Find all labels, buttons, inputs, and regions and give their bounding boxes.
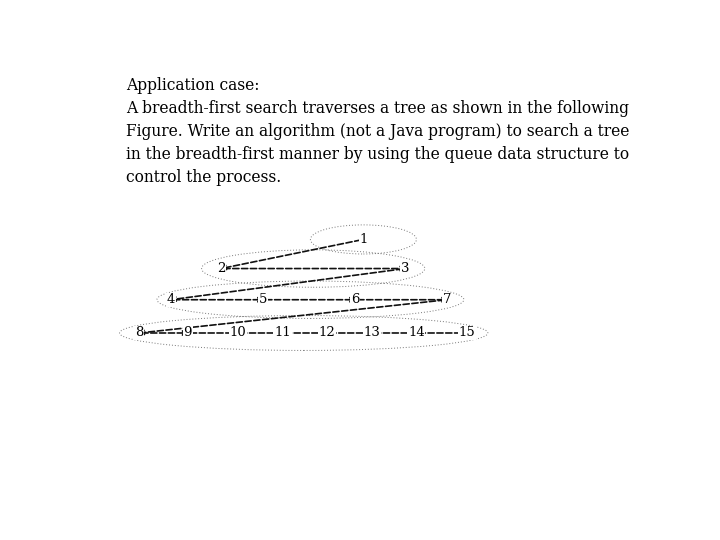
Text: 3: 3	[401, 262, 410, 275]
Text: 14: 14	[408, 327, 425, 340]
Text: 11: 11	[274, 327, 291, 340]
Text: 9: 9	[184, 327, 192, 340]
Text: 4: 4	[167, 293, 175, 306]
Text: 6: 6	[351, 293, 359, 306]
Text: 7: 7	[443, 293, 451, 306]
Text: 5: 5	[258, 293, 267, 306]
Text: 2: 2	[217, 262, 225, 275]
Text: Application case:
A breadth-first search traverses a tree as shown in the follow: Application case: A breadth-first search…	[126, 77, 630, 186]
Text: 1: 1	[359, 233, 368, 246]
Text: 15: 15	[458, 327, 475, 340]
Text: 12: 12	[319, 327, 336, 340]
Text: 8: 8	[135, 327, 143, 340]
Text: 13: 13	[364, 327, 380, 340]
Text: 10: 10	[230, 327, 246, 340]
